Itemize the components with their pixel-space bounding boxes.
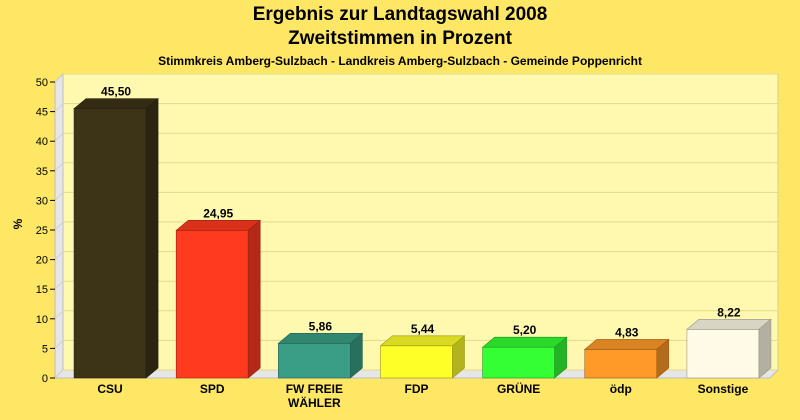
bar-top bbox=[686, 319, 772, 330]
bar bbox=[686, 329, 760, 379]
grid-line-side bbox=[54, 162, 64, 172]
data-label: 5,44 bbox=[411, 322, 435, 336]
bar-side bbox=[452, 335, 465, 379]
grid-line-side bbox=[54, 251, 64, 260]
grid-line-side bbox=[54, 369, 64, 379]
y-tick-label: 45 bbox=[36, 107, 48, 119]
grid-line-side bbox=[54, 221, 64, 231]
y-tick-label: 10 bbox=[36, 314, 48, 326]
y-tick-label: 25 bbox=[36, 225, 48, 237]
chart-title: Ergebnis zur Landtagswahl 2008 bbox=[252, 4, 548, 25]
data-label: 45,50 bbox=[101, 85, 131, 99]
x-tick-label: ödp bbox=[610, 382, 632, 396]
bar-side bbox=[554, 336, 567, 379]
bar-top bbox=[583, 339, 670, 350]
y-tick-label: 5 bbox=[42, 343, 48, 355]
x-tick-label: GRÜNE bbox=[497, 381, 540, 396]
bar bbox=[380, 345, 453, 379]
bar-side bbox=[758, 318, 772, 379]
y-tick-label: 50 bbox=[36, 77, 48, 89]
x-tick-label: WÄHLER bbox=[288, 395, 341, 410]
grid-line-side bbox=[54, 103, 64, 112]
bar-side bbox=[145, 97, 159, 379]
chart-subtitle: Zweitstimmen in Prozent bbox=[288, 28, 512, 49]
grid-line-side bbox=[54, 310, 64, 320]
bar-side bbox=[656, 338, 670, 379]
data-label: 24,95 bbox=[203, 206, 233, 220]
bar bbox=[278, 343, 351, 379]
grid-line-side bbox=[54, 280, 64, 290]
bar-top bbox=[73, 98, 159, 109]
x-tick-label: Sonstige bbox=[698, 382, 749, 396]
data-label: 8,22 bbox=[717, 305, 741, 319]
bar bbox=[73, 108, 147, 379]
bar-top bbox=[277, 333, 364, 344]
bar-top bbox=[175, 219, 262, 231]
y-tick-label: 0 bbox=[42, 373, 48, 385]
bar-side bbox=[350, 332, 363, 379]
bar bbox=[482, 346, 555, 379]
data-label: 4,83 bbox=[615, 325, 639, 339]
chart-caption: Stimmkreis Amberg-Sulzbach - Landkreis A… bbox=[158, 54, 642, 68]
bar bbox=[175, 229, 249, 379]
x-tick-label: SPD bbox=[200, 382, 225, 396]
bar-top bbox=[481, 336, 568, 348]
y-tick-label: 35 bbox=[36, 166, 48, 178]
data-label: 5,86 bbox=[309, 319, 333, 333]
grid-line-side bbox=[54, 340, 64, 349]
x-tick-label: FW FREIE bbox=[286, 382, 343, 396]
x-tick-label: CSU bbox=[97, 382, 122, 396]
bar-top bbox=[379, 335, 466, 347]
y-tick-label: 20 bbox=[36, 255, 48, 267]
grid-line-side bbox=[54, 192, 64, 201]
y-axis-label: % bbox=[11, 218, 25, 229]
grid-line-side bbox=[54, 73, 64, 83]
bar bbox=[584, 349, 658, 379]
y-tick-label: 40 bbox=[36, 136, 48, 148]
data-label: 5,20 bbox=[513, 323, 537, 337]
x-tick-label: FDP bbox=[405, 382, 429, 396]
grid-line-side bbox=[54, 132, 64, 142]
bar-side bbox=[247, 219, 261, 379]
y-tick-label: 15 bbox=[36, 284, 48, 296]
y-tick-label: 30 bbox=[36, 195, 48, 207]
